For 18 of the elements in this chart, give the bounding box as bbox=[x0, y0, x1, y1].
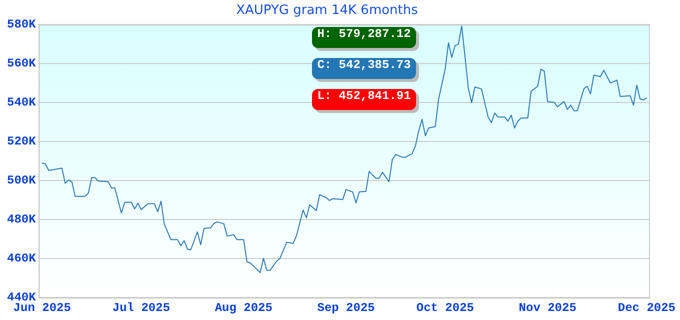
y-tick-label: 520K bbox=[6, 134, 37, 149]
y-tick-label: 540K bbox=[6, 96, 37, 110]
x-tick-label: Aug 2025 bbox=[214, 300, 272, 315]
x-tick-label: Oct 2025 bbox=[416, 300, 474, 315]
x-tick-label: Sep 2025 bbox=[317, 300, 375, 315]
y-tick-label: 560K bbox=[6, 56, 37, 71]
y-tick-label: 580K bbox=[6, 18, 37, 32]
y-tick-label: 500K bbox=[6, 174, 37, 188]
x-tick-label: Jul 2025 bbox=[112, 300, 170, 315]
annotation: L: 452,841.91 bbox=[312, 89, 416, 110]
x-tick-label: Dec 2025 bbox=[618, 300, 676, 315]
annotation: H: 579,287.12 bbox=[312, 27, 416, 48]
x-tick-label: Jun 2025 bbox=[13, 300, 71, 315]
x-tick-label: Nov 2025 bbox=[518, 300, 576, 315]
annotation: C: 542,385.73 bbox=[312, 58, 416, 79]
y-tick-label: 480K bbox=[6, 212, 37, 227]
chart-title: XAUPYG gram 14K 6months bbox=[236, 3, 418, 18]
y-tick-label: 460K bbox=[6, 252, 37, 266]
